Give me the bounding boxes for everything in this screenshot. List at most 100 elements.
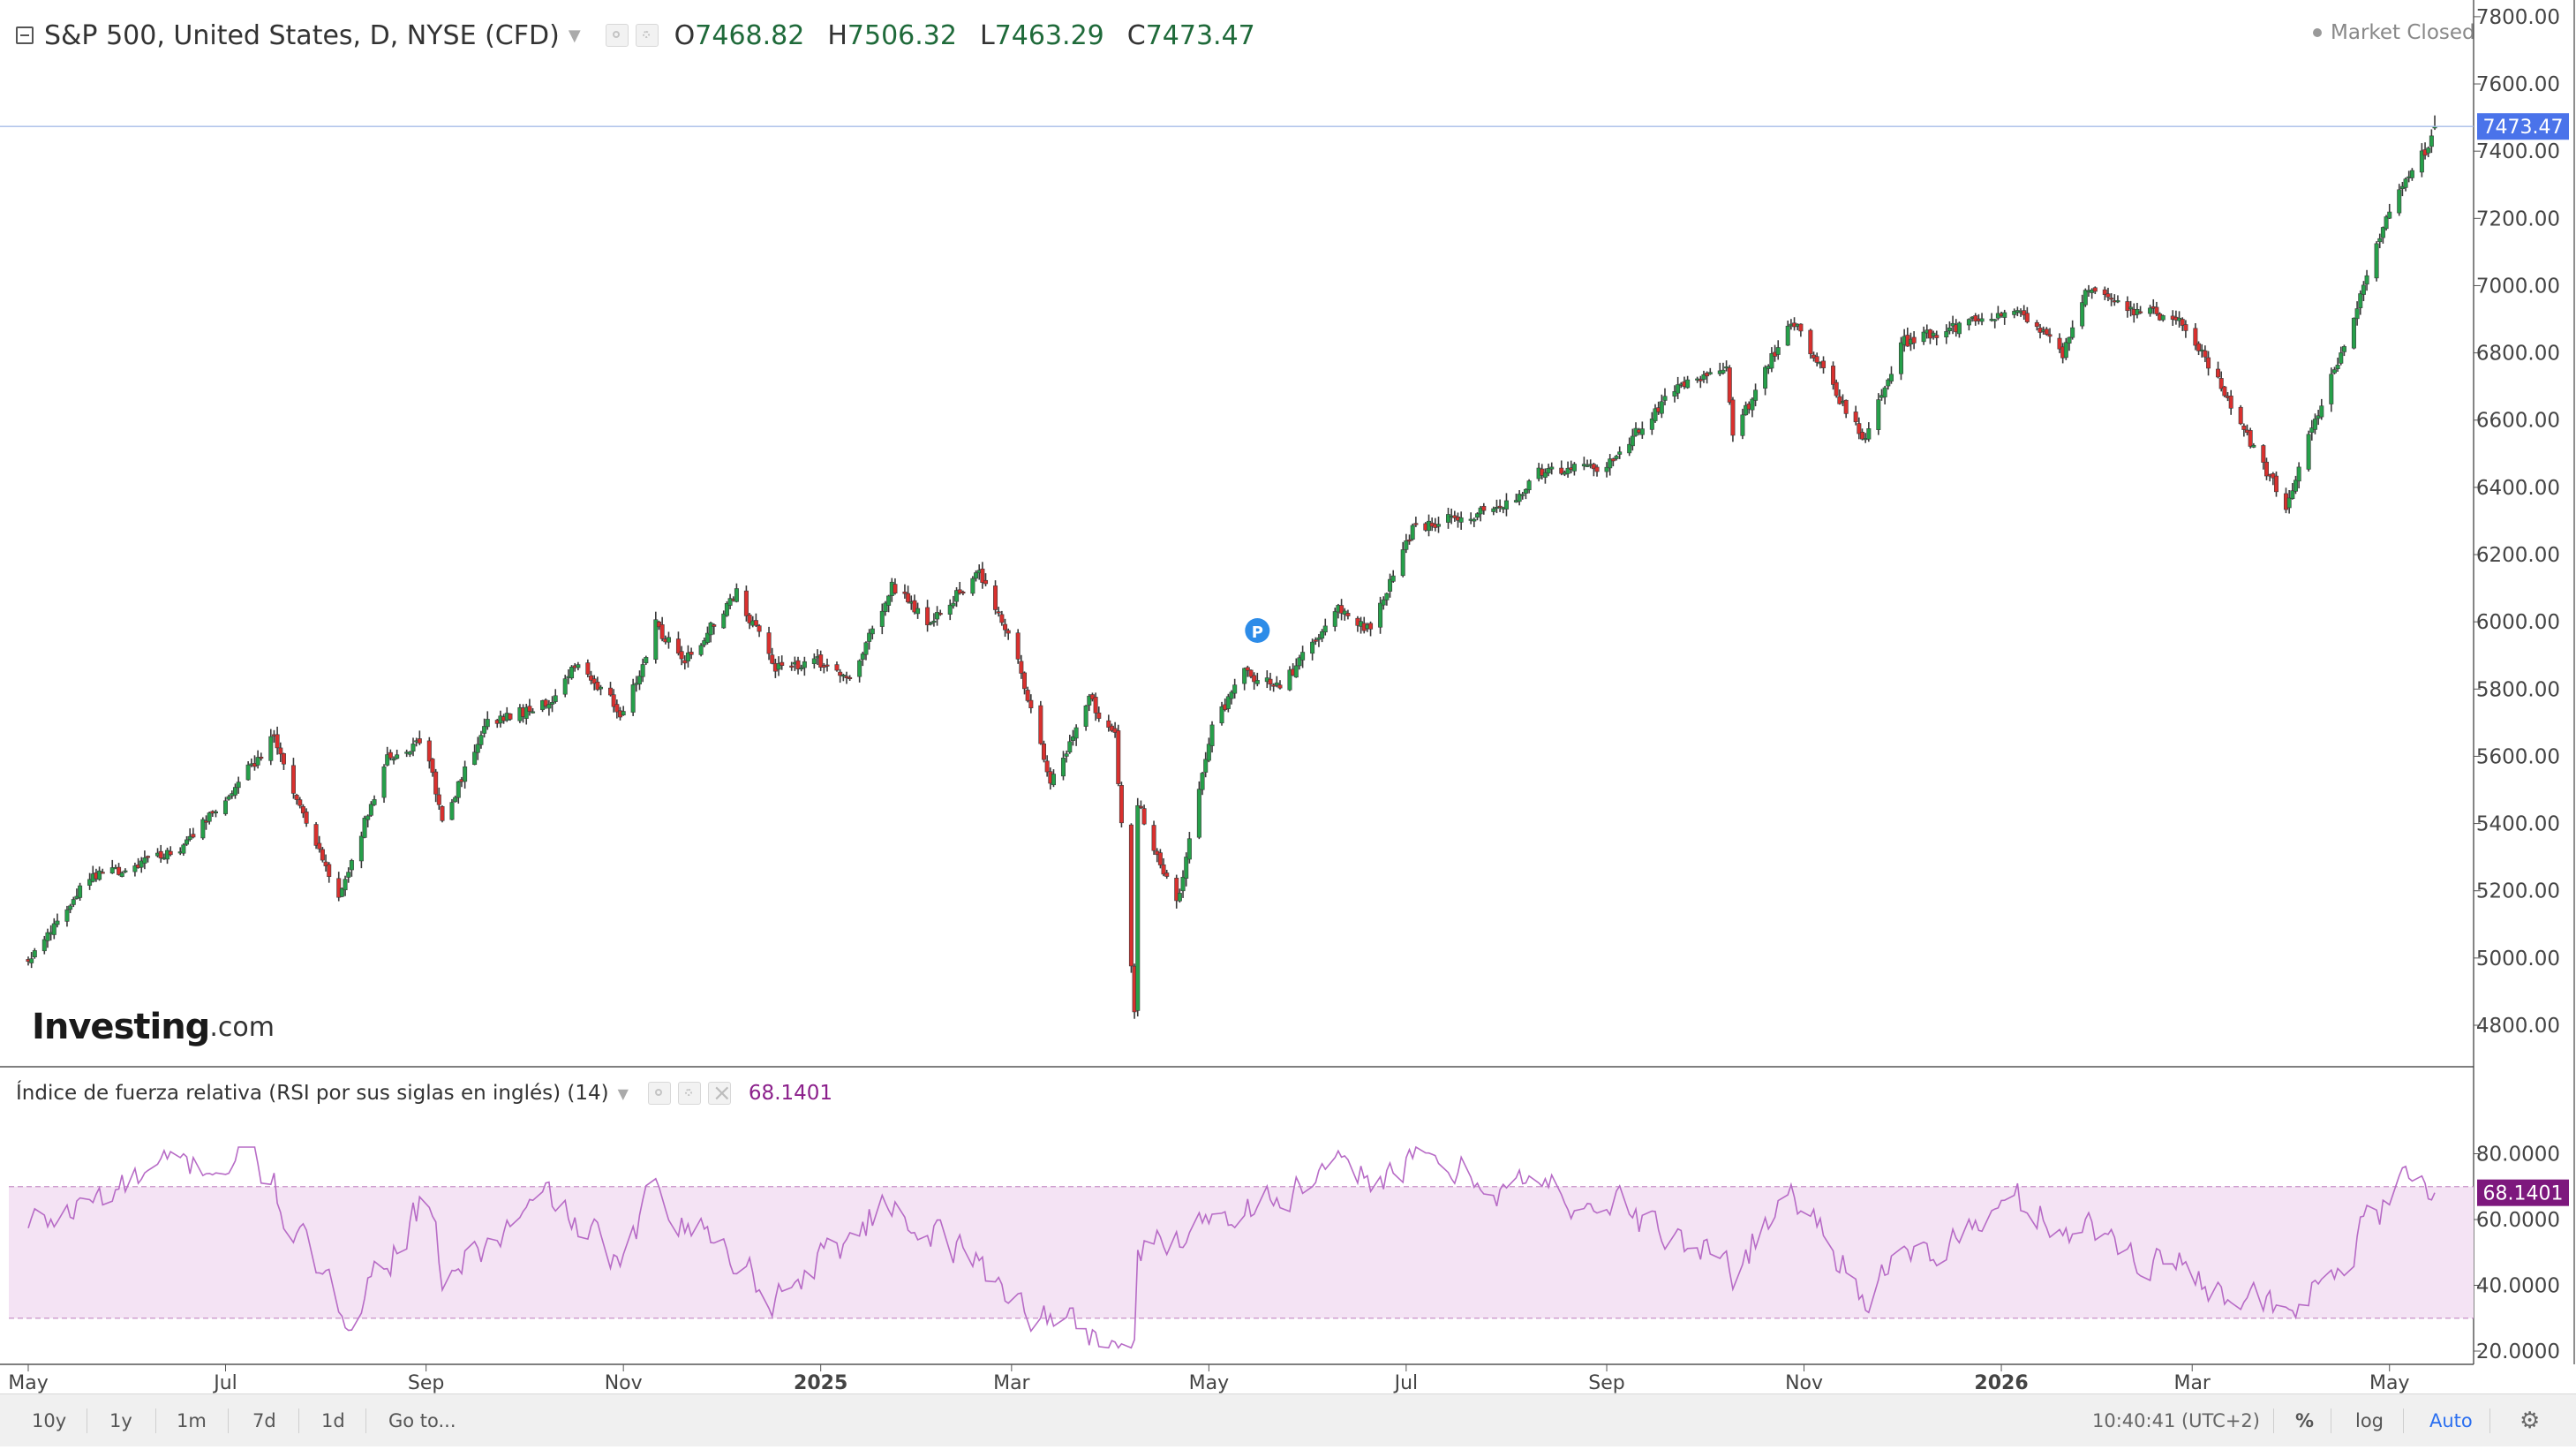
candle-body bbox=[1300, 652, 1306, 661]
rsi-title[interactable]: Índice de fuerza relativa (RSI por sus s… bbox=[16, 1082, 609, 1105]
candle-body bbox=[323, 861, 328, 866]
time-tick-label: May bbox=[2369, 1372, 2409, 1394]
candle-body bbox=[980, 568, 985, 583]
symbol-dropdown-icon[interactable]: ▼ bbox=[568, 26, 581, 45]
rsi-visibility-icon[interactable] bbox=[647, 1082, 671, 1105]
candle bbox=[320, 847, 325, 863]
candle-body bbox=[1436, 524, 1442, 527]
candle bbox=[960, 590, 966, 596]
candle bbox=[1494, 499, 1499, 514]
candle bbox=[1992, 319, 1998, 329]
candle-body bbox=[1381, 599, 1386, 606]
candle bbox=[1293, 658, 1299, 678]
candle bbox=[608, 682, 614, 697]
candle-body bbox=[1445, 514, 1450, 523]
candle bbox=[1174, 874, 1179, 909]
range-1d-button[interactable]: 1d bbox=[321, 1410, 345, 1431]
candle bbox=[388, 749, 393, 761]
range-10y-button[interactable]: 10y bbox=[32, 1410, 67, 1431]
candle-body bbox=[757, 625, 762, 632]
candle-body bbox=[2044, 329, 2049, 335]
candle bbox=[2319, 398, 2324, 420]
price-tick-label: 6200.00 bbox=[2476, 544, 2560, 567]
candle bbox=[1649, 412, 1654, 435]
candle bbox=[168, 846, 173, 857]
candle bbox=[139, 857, 144, 873]
candle-body bbox=[2024, 313, 2030, 322]
candle-body bbox=[365, 815, 371, 820]
rsi-settings-gear-icon[interactable] bbox=[677, 1082, 701, 1105]
candle-body bbox=[236, 782, 241, 789]
candle bbox=[595, 676, 600, 691]
candle-body bbox=[1653, 408, 1658, 421]
candle-body bbox=[1565, 467, 1570, 474]
candle bbox=[1859, 428, 1864, 441]
range-1m-button[interactable]: 1m bbox=[177, 1410, 207, 1431]
candle-body bbox=[780, 661, 785, 666]
auto-toggle[interactable]: Auto bbox=[2429, 1410, 2473, 1431]
goto-button[interactable]: Go to... bbox=[388, 1410, 456, 1431]
candle-body bbox=[1540, 468, 1545, 476]
candle bbox=[317, 835, 322, 853]
range-7d-button[interactable]: 7d bbox=[252, 1410, 276, 1431]
candle bbox=[589, 670, 594, 685]
candle bbox=[1481, 502, 1487, 515]
candle bbox=[191, 827, 196, 839]
candle-body bbox=[2319, 405, 2324, 418]
event-marker[interactable]: P bbox=[1245, 618, 1270, 643]
candle-body bbox=[928, 623, 933, 625]
candle-body bbox=[1591, 464, 1596, 470]
collapse-icon[interactable] bbox=[16, 26, 34, 44]
candle bbox=[1503, 493, 1509, 517]
candle bbox=[336, 872, 342, 902]
candle-body bbox=[589, 675, 594, 681]
divider bbox=[155, 1408, 156, 1433]
percent-toggle[interactable]: % bbox=[2295, 1410, 2315, 1431]
settings-gear-icon[interactable] bbox=[635, 24, 659, 47]
candle bbox=[1252, 672, 1257, 691]
rsi-dropdown-icon[interactable]: ▼ bbox=[617, 1084, 629, 1102]
candle-body bbox=[1332, 611, 1337, 627]
candle bbox=[1157, 849, 1163, 869]
candle-body bbox=[704, 632, 710, 643]
candle bbox=[508, 713, 513, 721]
candle-body bbox=[1141, 808, 1147, 825]
candle-body bbox=[1630, 435, 1635, 447]
candle bbox=[87, 872, 93, 890]
divider bbox=[228, 1408, 229, 1433]
event-marker-circle[interactable] bbox=[1245, 618, 1270, 643]
low-value: 7463.29 bbox=[994, 19, 1104, 51]
log-toggle[interactable]: log bbox=[2355, 1410, 2384, 1431]
candle bbox=[2358, 290, 2363, 315]
candle-body bbox=[508, 714, 513, 720]
candle-body bbox=[200, 819, 206, 839]
candle-body bbox=[993, 585, 998, 610]
rsi-close-icon[interactable] bbox=[707, 1080, 732, 1106]
investing-logo: Investing .com bbox=[32, 1002, 275, 1052]
candle-body bbox=[983, 579, 989, 585]
candle-body bbox=[1310, 641, 1315, 654]
candle bbox=[456, 781, 461, 804]
candle-body bbox=[1614, 456, 1619, 459]
divider bbox=[2273, 1408, 2274, 1433]
candle-body bbox=[278, 747, 283, 755]
clock-text[interactable]: 10:40:41 (UTC+2) bbox=[2092, 1410, 2260, 1431]
candle bbox=[1200, 772, 1205, 796]
candle-body bbox=[417, 738, 422, 744]
candle-body bbox=[222, 800, 228, 814]
candle bbox=[1617, 446, 1623, 459]
candle bbox=[1003, 618, 1008, 638]
visibility-icon[interactable] bbox=[605, 24, 629, 47]
candle bbox=[2271, 472, 2276, 486]
symbol-title[interactable]: S&P 500, United States, D, NYSE (CFD) bbox=[44, 19, 560, 51]
settings-gear-icon[interactable]: ⚙ bbox=[2520, 1408, 2541, 1434]
candle-body bbox=[2306, 434, 2311, 470]
candle bbox=[1297, 654, 1302, 670]
candle-body bbox=[653, 619, 659, 661]
candle-body bbox=[1992, 319, 1998, 321]
candle bbox=[2160, 314, 2165, 322]
candle-body bbox=[55, 920, 60, 925]
range-1y-button[interactable]: 1y bbox=[109, 1410, 132, 1431]
